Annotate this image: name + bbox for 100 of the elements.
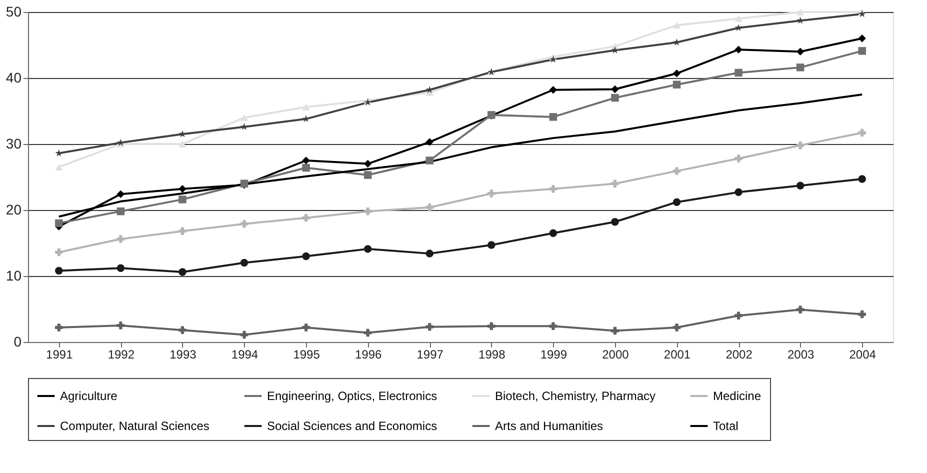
point xyxy=(116,207,125,216)
point xyxy=(796,182,804,190)
point xyxy=(611,180,619,188)
point xyxy=(178,227,186,235)
point xyxy=(364,328,372,337)
point xyxy=(611,218,619,226)
point xyxy=(672,22,681,29)
legend-label: Arts and Humanities xyxy=(495,419,604,433)
point xyxy=(55,248,63,256)
x-tick-label: 1991 xyxy=(46,348,74,362)
point xyxy=(672,80,681,88)
point xyxy=(796,8,804,16)
point xyxy=(55,219,63,228)
point xyxy=(302,252,310,260)
x-tick-label: 1996 xyxy=(354,348,382,362)
x-tick-label: 1997 xyxy=(416,348,444,362)
point xyxy=(796,306,804,314)
point xyxy=(549,229,558,237)
point xyxy=(858,47,866,55)
point xyxy=(302,214,310,222)
point xyxy=(426,250,434,258)
legend-label: Social Sciences and Economics xyxy=(267,419,438,433)
x-tick-label: 2004 xyxy=(849,348,876,362)
point xyxy=(302,104,310,110)
point xyxy=(611,46,619,54)
point xyxy=(672,324,681,332)
point xyxy=(796,141,804,150)
point xyxy=(178,130,186,138)
point xyxy=(302,324,310,332)
x-tick-label: 2002 xyxy=(726,348,753,362)
point xyxy=(364,207,372,216)
point xyxy=(364,245,372,253)
point xyxy=(55,164,63,170)
x-tick-label: 2001 xyxy=(664,348,691,362)
point xyxy=(550,56,557,63)
point xyxy=(488,190,496,198)
point xyxy=(426,138,434,146)
point xyxy=(240,220,248,228)
point xyxy=(549,86,558,94)
x-tick-label: 2000 xyxy=(602,348,630,362)
point xyxy=(178,196,186,204)
point xyxy=(302,156,310,164)
point xyxy=(178,140,186,148)
point xyxy=(734,15,742,22)
legend-label: Biotech, Chemistry, Pharmacy xyxy=(495,389,656,403)
point xyxy=(178,185,186,193)
point xyxy=(611,94,619,102)
point xyxy=(672,167,681,175)
point xyxy=(549,185,558,193)
point xyxy=(796,16,804,24)
point xyxy=(364,160,372,168)
point xyxy=(116,264,125,272)
x-tick-label: 2003 xyxy=(787,348,814,362)
point xyxy=(116,190,125,198)
point xyxy=(734,24,742,31)
point xyxy=(178,326,186,334)
point xyxy=(734,68,742,77)
point xyxy=(611,85,619,94)
point xyxy=(734,154,742,162)
point xyxy=(116,235,125,243)
point xyxy=(858,34,866,42)
point xyxy=(426,156,434,164)
point xyxy=(672,70,681,78)
x-tick-label: 1999 xyxy=(540,348,568,362)
point xyxy=(240,258,248,267)
y-tick-label: 50 xyxy=(6,4,22,20)
legend-label: Computer, Natural Sciences xyxy=(60,419,210,433)
y-tick-label: 10 xyxy=(6,268,22,284)
point xyxy=(549,113,558,121)
point xyxy=(549,322,558,330)
y-tick-label: 40 xyxy=(6,70,22,86)
point xyxy=(426,322,434,331)
point xyxy=(611,326,619,335)
point xyxy=(858,310,866,318)
legend-label: Engineering, Optics, Electronics xyxy=(267,389,438,403)
point xyxy=(488,322,496,330)
point xyxy=(426,203,434,212)
point xyxy=(796,64,804,72)
point xyxy=(672,198,681,206)
x-tick-label: 1993 xyxy=(170,348,197,362)
point xyxy=(302,164,310,172)
point xyxy=(240,330,248,339)
point xyxy=(178,268,186,276)
x-tick-label: 1994 xyxy=(231,348,258,362)
point xyxy=(55,324,63,332)
point xyxy=(858,175,866,183)
point xyxy=(734,312,742,320)
legend-label: Agriculture xyxy=(60,389,118,403)
x-tick-label: 1992 xyxy=(108,348,135,362)
point xyxy=(240,122,248,130)
y-tick-label: 0 xyxy=(14,334,22,350)
legend-label: Total xyxy=(713,419,738,433)
x-tick-label: 1998 xyxy=(478,348,506,362)
point xyxy=(116,322,125,330)
point xyxy=(488,241,496,249)
point xyxy=(858,128,866,137)
point xyxy=(734,188,742,196)
x-tick-label: 1995 xyxy=(293,348,320,362)
point xyxy=(796,48,804,56)
point xyxy=(240,114,248,121)
